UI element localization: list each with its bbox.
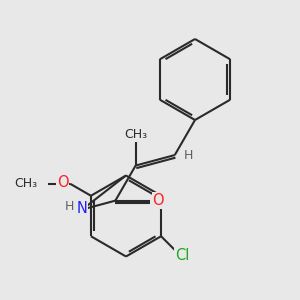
Text: H: H (184, 148, 193, 162)
Text: N: N (77, 201, 88, 216)
Text: O: O (152, 193, 164, 208)
Text: CH₃: CH₃ (14, 177, 37, 190)
Text: H: H (65, 200, 74, 213)
Text: Cl: Cl (175, 248, 190, 263)
Text: CH₃: CH₃ (124, 128, 147, 141)
Text: O: O (57, 175, 68, 190)
